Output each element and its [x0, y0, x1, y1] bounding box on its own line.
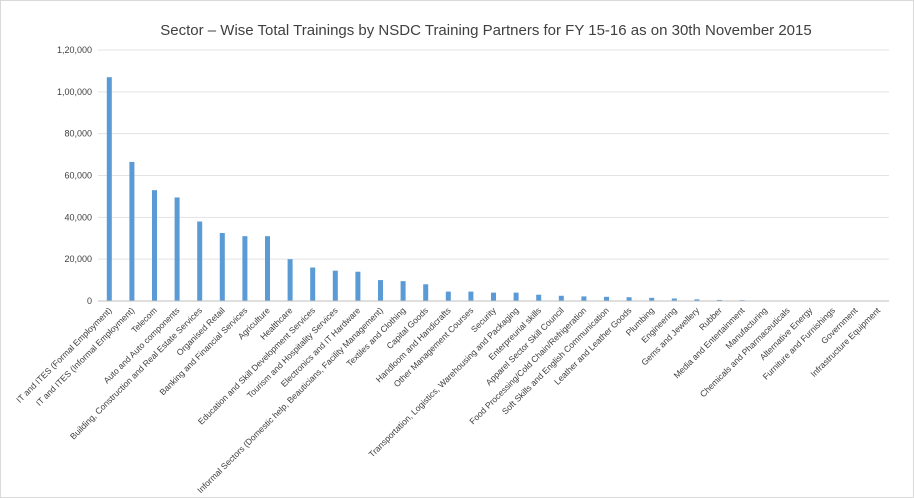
- bar: [649, 297, 655, 301]
- bar: [152, 190, 157, 301]
- y-tick-label: 1,20,000: [57, 45, 92, 55]
- bar: [671, 298, 677, 301]
- x-axis-ticks: IT and ITES (Formal Employment)IT and IT…: [14, 305, 882, 495]
- bar: [581, 296, 587, 301]
- y-tick-label: 20,000: [64, 254, 92, 264]
- y-tick-label: 60,000: [64, 171, 92, 181]
- bar: [332, 270, 338, 301]
- chart-title: Sector – Wise Total Trainings by NSDC Tr…: [160, 22, 811, 39]
- bar: [197, 221, 203, 301]
- bar: [694, 299, 700, 301]
- bar: [174, 197, 180, 301]
- y-tick-label: 40,000: [64, 212, 92, 222]
- bar: [558, 295, 564, 301]
- bar: [423, 284, 429, 301]
- bar: [287, 259, 293, 301]
- y-tick-label: 80,000: [64, 129, 92, 139]
- bar: [491, 292, 496, 301]
- bar: [400, 281, 406, 301]
- bar: [536, 294, 542, 301]
- y-axis-ticks: 0 20,000 40,000 60,000 80,000 1,00,000 1,20,00…: [57, 45, 92, 306]
- bars: [106, 77, 881, 301]
- bar: [129, 161, 135, 301]
- bar: [468, 291, 474, 301]
- x-tick-label: IT and ITES (Formal Employment): [14, 305, 114, 405]
- bar: [265, 236, 270, 301]
- bar: [310, 267, 316, 301]
- bar: [355, 271, 361, 301]
- bar: [604, 296, 609, 301]
- bar: [445, 291, 451, 301]
- y-tick-label: 0: [87, 296, 92, 306]
- bar: [242, 236, 248, 301]
- y-tick-label: 1,00,000: [57, 87, 92, 97]
- bar: [378, 280, 383, 301]
- grid-lines: [98, 49, 889, 260]
- bar: [626, 297, 632, 301]
- bar: [219, 233, 225, 301]
- bar: [513, 292, 519, 301]
- bar: [106, 77, 112, 301]
- bar: [717, 299, 722, 301]
